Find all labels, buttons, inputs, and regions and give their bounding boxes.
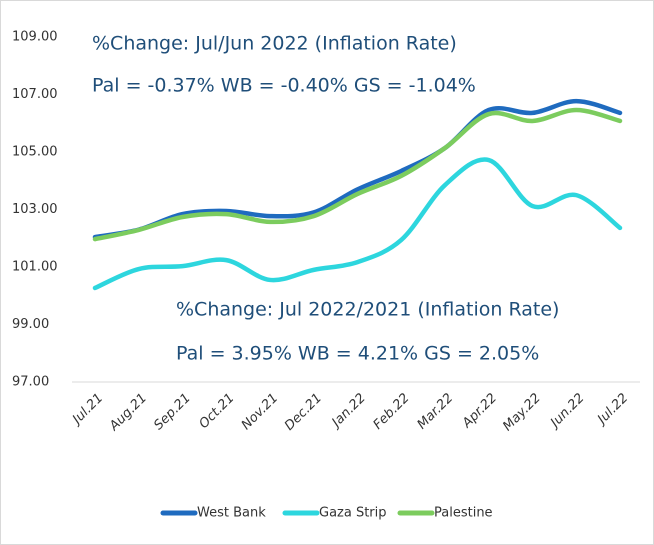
y-tick-label: 105.00 <box>12 145 58 160</box>
y-tick-label: 103.00 <box>12 202 58 217</box>
y-tick-label: 97.00 <box>12 375 49 390</box>
annotation: %Change: Jul 2022/2021 (Inflation Rate) <box>176 299 559 321</box>
legend-label: West Bank <box>197 506 266 521</box>
legend-label: Gaza Strip <box>319 506 387 521</box>
y-tick-label: 107.00 <box>12 87 58 102</box>
y-tick-label: 99.00 <box>12 317 49 332</box>
annotation: Pal = 3.95% WB = 4.21% GS = 2.05% <box>176 343 539 365</box>
line-series <box>92 107 623 242</box>
annotation: %Change: Jul/Jun 2022 (Inflation Rate) <box>92 33 457 55</box>
line-series <box>92 157 623 291</box>
y-tick-label: 101.00 <box>12 260 58 275</box>
y-tick-label: 109.00 <box>12 30 58 45</box>
legend-label: Palestine <box>434 506 493 521</box>
annotation: Pal = -0.37% WB = -0.40% GS = -1.04% <box>92 75 476 97</box>
line-series <box>92 98 623 240</box>
